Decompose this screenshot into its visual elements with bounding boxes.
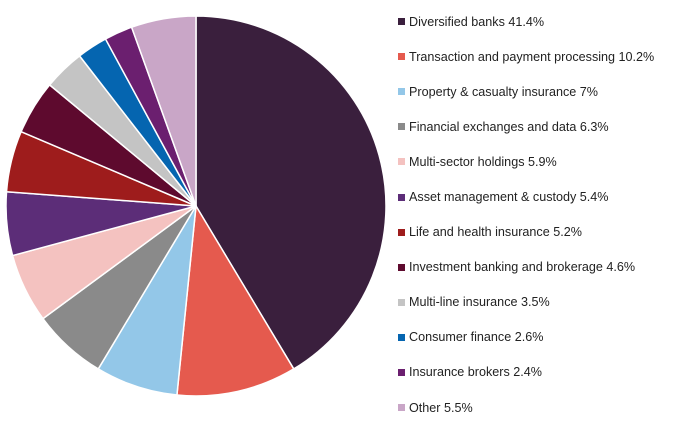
legend-swatch bbox=[398, 158, 405, 166]
legend-item: Life and health insurance 5.2% bbox=[398, 215, 680, 250]
legend-item: Consumer finance 2.6% bbox=[398, 320, 680, 355]
legend-swatch bbox=[398, 18, 405, 26]
legend-label: Consumer finance 2.6% bbox=[409, 330, 544, 345]
legend-swatch bbox=[398, 333, 405, 341]
legend-label: Multi-sector holdings 5.9% bbox=[409, 154, 557, 169]
legend-swatch bbox=[398, 193, 405, 201]
legend-label: Life and health insurance 5.2% bbox=[409, 225, 582, 240]
legend-swatch bbox=[398, 298, 405, 306]
legend-label: Property & casualty insurance 7% bbox=[409, 84, 598, 99]
legend: Diversified banks 41.4% Transaction and p… bbox=[398, 4, 680, 425]
legend-swatch bbox=[398, 53, 405, 61]
legend-swatch bbox=[398, 404, 405, 412]
legend-label: Multi-line insurance 3.5% bbox=[409, 295, 550, 310]
legend-item: Other 5.5% bbox=[398, 390, 680, 425]
legend-item: Multi-sector holdings 5.9% bbox=[398, 144, 680, 179]
pie-slice-other bbox=[130, 15, 197, 207]
legend-item: Investment banking and brokerage 4.6% bbox=[398, 250, 680, 285]
legend-label: Investment banking and brokerage 4.6% bbox=[409, 260, 636, 275]
legend-swatch bbox=[398, 228, 405, 236]
legend-item: Diversified banks 41.4% bbox=[398, 4, 680, 39]
legend-swatch bbox=[398, 263, 405, 271]
legend-label: Other 5.5% bbox=[409, 400, 473, 415]
legend-item: Transaction and payment processing 10.2% bbox=[398, 39, 680, 74]
legend-item: Multi-line insurance 3.5% bbox=[398, 285, 680, 320]
legend-item: Property & casualty insurance 7% bbox=[398, 74, 680, 109]
legend-swatch bbox=[398, 88, 405, 96]
pie-chart bbox=[5, 15, 387, 397]
legend-swatch bbox=[398, 368, 405, 376]
legend-item: Insurance brokers 2.4% bbox=[398, 355, 680, 390]
legend-item: Asset management & custody 5.4% bbox=[398, 179, 680, 214]
pie-slice-diversified-banks bbox=[195, 15, 387, 370]
legend-label: Asset management & custody 5.4% bbox=[409, 190, 609, 205]
legend-item: Financial exchanges and data 6.3% bbox=[398, 109, 680, 144]
legend-swatch bbox=[398, 123, 405, 131]
pie-slice-transaction-and-payment-processing bbox=[176, 205, 295, 397]
legend-label: Insurance brokers 2.4% bbox=[409, 365, 543, 380]
legend-label: Diversified banks 41.4% bbox=[409, 14, 545, 29]
legend-label: Transaction and payment processing 10.2% bbox=[409, 49, 655, 64]
legend-label: Financial exchanges and data 6.3% bbox=[409, 119, 609, 134]
